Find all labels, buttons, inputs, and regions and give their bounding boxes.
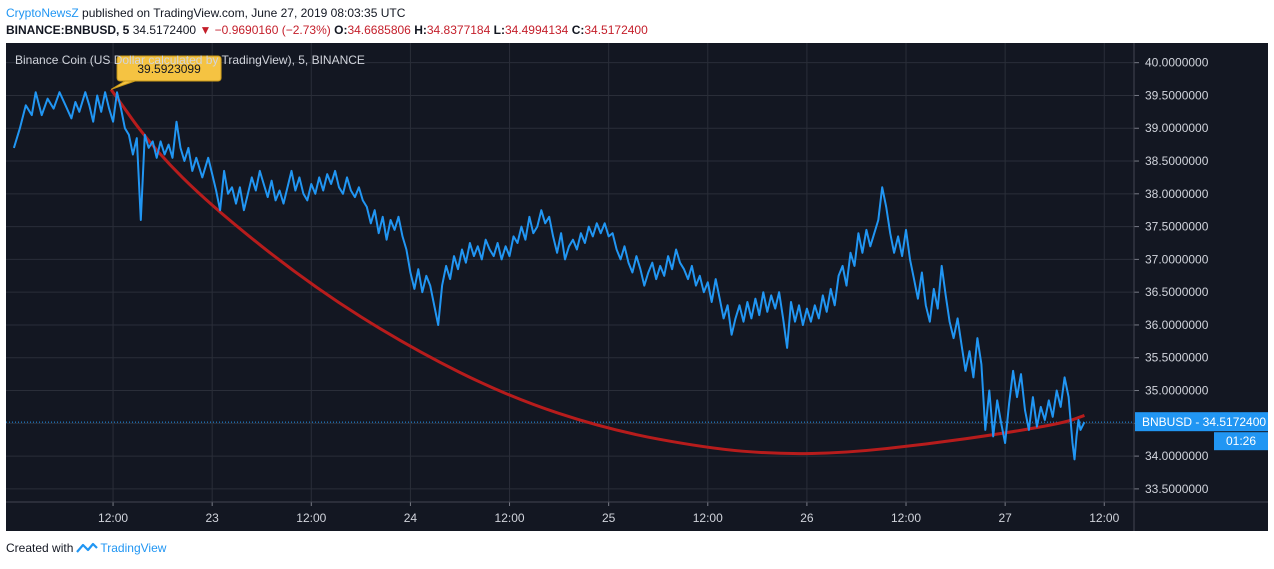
y-tick-label: 37.5000000 <box>1145 220 1209 234</box>
open-value: 34.6685806 <box>347 23 411 37</box>
publish-info: CryptoNewsZ published on TradingView.com… <box>6 4 405 22</box>
y-tick-label: 36.0000000 <box>1145 318 1209 332</box>
ohlc-bar: BINANCE:BNBUSD, 5 34.5172400 ▼ −0.969016… <box>6 21 648 39</box>
chart-panel[interactable]: 40.0000000 39.5000000 39.0000000 38.5000000… <box>6 43 1268 531</box>
footer: Created with TradingView <box>6 541 166 555</box>
last-price: 34.5172400 <box>132 23 197 37</box>
tradingview-link[interactable]: TradingView <box>76 541 166 555</box>
x-tick-label: 12:00 <box>693 511 723 525</box>
y-tick-label: 40.0000000 <box>1145 56 1209 70</box>
series-title: Binance Coin (US Dollar calculated by Tr… <box>15 53 365 67</box>
open-label: O: <box>334 23 348 37</box>
y-tick-label: 34.0000000 <box>1145 449 1209 463</box>
low-value: 34.4994134 <box>504 23 569 37</box>
callout-label: 39.5923099 <box>137 62 201 76</box>
y-tick-label: 35.5000000 <box>1145 351 1209 365</box>
price-chart[interactable]: 40.0000000 39.5000000 39.0000000 38.5000000… <box>6 43 1268 531</box>
x-tick-label: 12:00 <box>296 511 326 525</box>
y-tick-label: 36.5000000 <box>1145 285 1209 299</box>
tradingview-brand: TradingView <box>100 541 167 555</box>
created-with-text: Created with <box>6 541 74 555</box>
x-tick-label: 23 <box>205 511 219 525</box>
x-tick-label: 24 <box>404 511 418 525</box>
callout-box <box>116 55 222 82</box>
y-tick-label: 33.5000000 <box>1145 482 1209 496</box>
published-text: published on TradingView.com, June 27, 2… <box>82 6 406 20</box>
y-tick-label: 38.0000000 <box>1145 187 1209 201</box>
symbol-label: BINANCE:BNBUSD, 5 <box>6 23 130 37</box>
high-label: H: <box>414 23 427 37</box>
close-label: C: <box>571 23 585 37</box>
close-value: 34.5172400 <box>584 23 648 37</box>
x-tick-label: 12:00 <box>495 511 525 525</box>
y-tick-label: 39.0000000 <box>1145 121 1209 135</box>
countdown-label: 01:26 <box>1226 434 1256 448</box>
x-tick-label: 12:00 <box>891 511 921 525</box>
x-tick-label: 26 <box>800 511 814 525</box>
price-change: −0.9690160 (−2.73%) <box>214 23 331 37</box>
x-tick-label: 25 <box>602 511 616 525</box>
author-link[interactable]: CryptoNewsZ <box>6 6 79 20</box>
y-tick-label: 37.0000000 <box>1145 252 1209 266</box>
down-arrow-icon: ▼ <box>199 23 212 37</box>
trend-curve <box>109 88 1085 456</box>
y-tick-label: 35.0000000 <box>1145 384 1209 398</box>
current-price-tag <box>1135 412 1268 432</box>
y-tick-label: 38.5000000 <box>1145 154 1209 168</box>
low-label: L: <box>493 23 505 37</box>
tradingview-logo-icon <box>76 542 99 553</box>
current-price-label: BNBUSD - 34.5172400 <box>1142 415 1266 429</box>
countdown-tag <box>1214 432 1268 451</box>
high-value: 34.8377184 <box>426 23 491 37</box>
price-series-line[interactable] <box>12 91 1086 461</box>
x-tick-label: 12:00 <box>98 511 128 525</box>
x-tick-label: 27 <box>998 511 1012 525</box>
y-tick-label: 39.5000000 <box>1145 88 1209 102</box>
callout-pointer <box>110 80 136 90</box>
x-tick-label: 12:00 <box>1089 511 1119 525</box>
